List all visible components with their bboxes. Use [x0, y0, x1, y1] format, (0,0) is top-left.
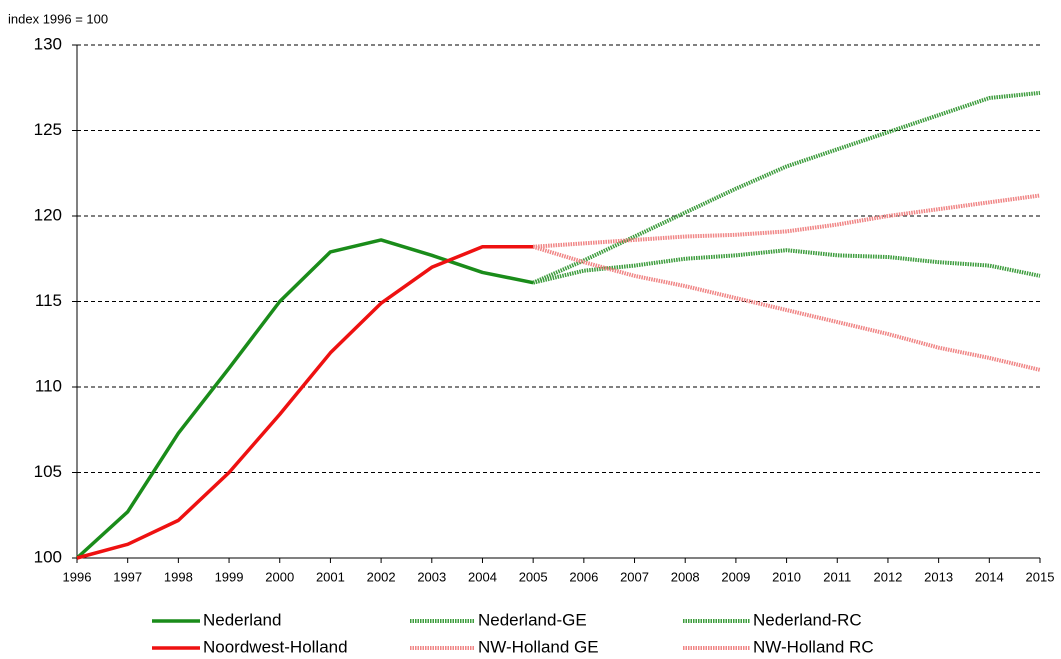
series-line [533, 193, 1041, 249]
y-axis-label: index 1996 = 100 [8, 11, 108, 26]
y-tick-label: 110 [35, 376, 62, 395]
series-line [75, 238, 534, 560]
x-tick-label: 2009 [721, 569, 750, 584]
x-tick-label: 1997 [113, 569, 142, 584]
x-tick-label: 1999 [215, 569, 244, 584]
legend-label: Nederland [203, 610, 281, 629]
x-tick-label: 2013 [924, 569, 953, 584]
legend-label: NW-Holland GE [478, 637, 599, 656]
series-line [532, 90, 1041, 285]
x-tick-label: 1998 [164, 569, 193, 584]
x-tick-label: 2005 [519, 569, 548, 584]
y-tick-label: 105 [34, 462, 62, 481]
y-tick-label: 100 [34, 547, 62, 566]
x-tick-label: 2012 [873, 569, 902, 584]
y-tick-label: 130 [34, 34, 62, 53]
y-tick-label: 115 [35, 291, 62, 310]
x-tick-label: 2010 [772, 569, 801, 584]
x-tick-label: 2015 [1026, 569, 1055, 584]
x-tick-label: 2008 [671, 569, 700, 584]
series-line [532, 244, 1041, 372]
x-tick-label: 2002 [367, 569, 396, 584]
x-tick-label: 2004 [468, 569, 497, 584]
legend-label: Nederland-RC [753, 610, 862, 629]
legend-label: Noordwest-Holland [203, 637, 348, 656]
x-tick-label: 2014 [975, 569, 1004, 584]
y-tick-label: 120 [34, 205, 62, 224]
x-tick-label: 2006 [569, 569, 598, 584]
x-tick-label: 2001 [316, 569, 345, 584]
x-tick-label: 2000 [265, 569, 294, 584]
x-tick-label: 2003 [417, 569, 446, 584]
y-tick-label: 125 [34, 120, 62, 139]
x-tick-label: 2007 [620, 569, 649, 584]
legend-label: NW-Holland RC [753, 637, 874, 656]
x-tick-label: 1996 [63, 569, 92, 584]
x-tick-label: 2011 [823, 569, 851, 584]
series-line [76, 245, 534, 560]
legend-label: Nederland-GE [478, 610, 587, 629]
series-line [532, 248, 1041, 285]
